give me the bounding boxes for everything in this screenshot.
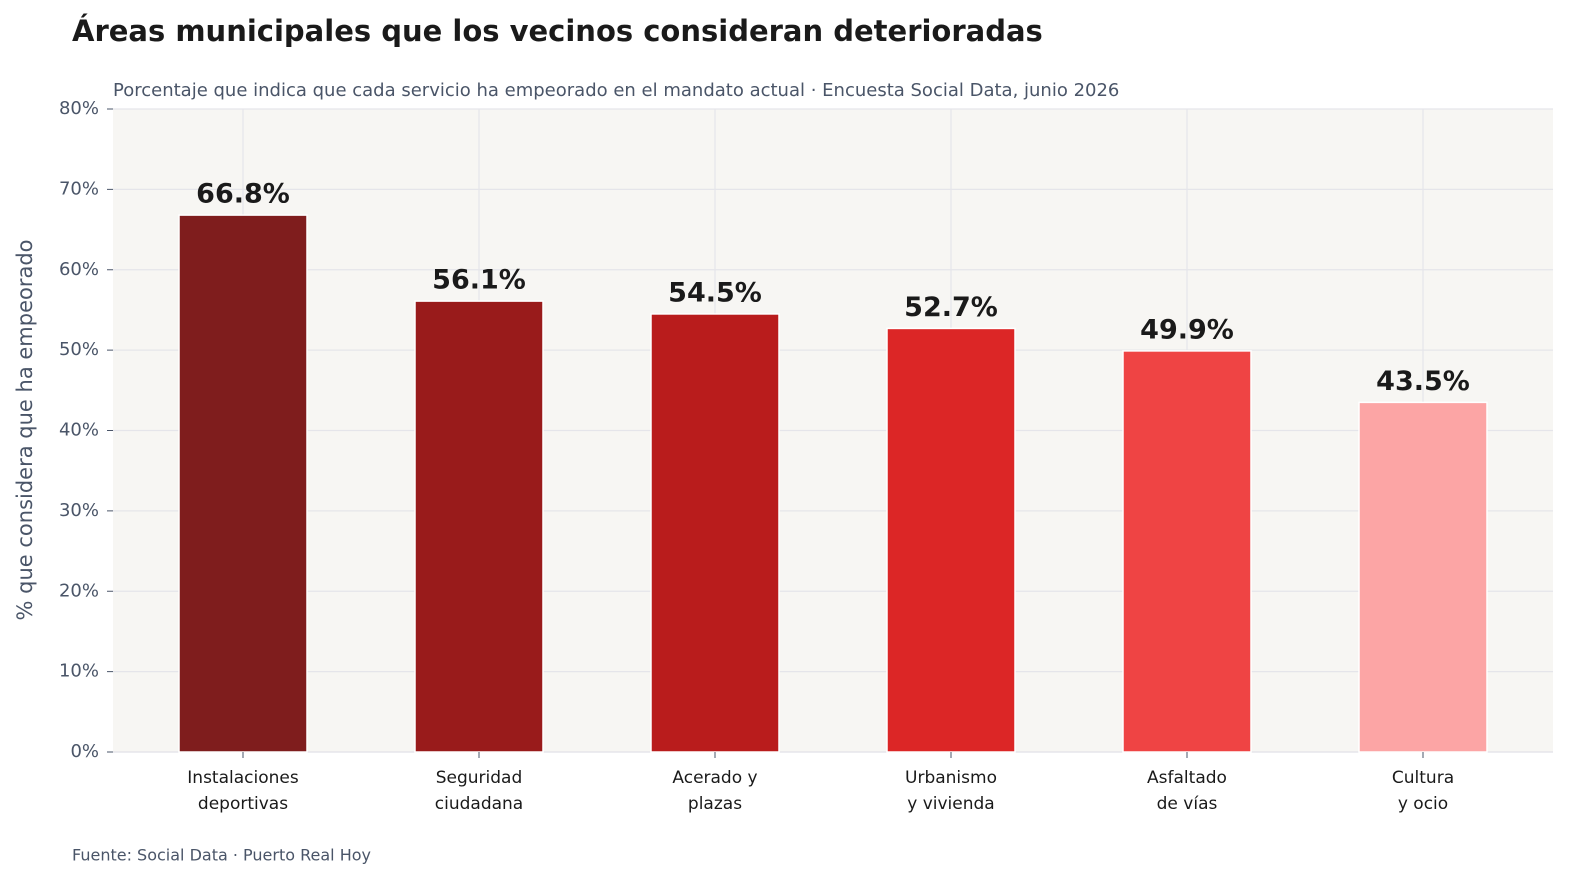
bar bbox=[650, 313, 780, 753]
value-label: 49.9% bbox=[1140, 314, 1234, 345]
x-tick-label: Seguridad ciudadana bbox=[434, 768, 524, 814]
x-tick-label: Asfaltado de vías bbox=[1147, 768, 1227, 814]
chart-subtitle: Porcentaje que indica que cada servicio … bbox=[113, 80, 1119, 101]
value-label: 54.5% bbox=[668, 277, 762, 308]
bar bbox=[1122, 350, 1252, 753]
y-tick-label: 20% bbox=[59, 580, 99, 601]
bar bbox=[414, 300, 544, 753]
bar bbox=[886, 327, 1016, 753]
y-tick-label: 60% bbox=[59, 259, 99, 280]
source-note: Fuente: Social Data · Puerto Real Hoy bbox=[72, 846, 371, 865]
value-label: 66.8% bbox=[196, 179, 290, 210]
y-tick-label: 30% bbox=[59, 500, 99, 521]
value-label: 52.7% bbox=[904, 292, 998, 323]
x-tick-label: Cultura y ocio bbox=[1391, 768, 1455, 814]
bar bbox=[178, 214, 308, 753]
y-tick-label: 40% bbox=[59, 420, 99, 441]
x-tick-label: Acerado y plazas bbox=[672, 768, 758, 814]
value-label: 43.5% bbox=[1376, 366, 1470, 397]
bar bbox=[1358, 401, 1488, 753]
y-tick-label: 50% bbox=[59, 339, 99, 360]
y-tick-label: 0% bbox=[70, 741, 99, 762]
y-tick-label: 70% bbox=[59, 178, 99, 199]
value-label: 56.1% bbox=[432, 265, 526, 296]
x-tick-label: Instalaciones deportivas bbox=[187, 768, 299, 814]
x-tick-label: Urbanismo y vivienda bbox=[905, 768, 997, 814]
chart-title: Áreas municipales que los vecinos consid… bbox=[72, 14, 1043, 48]
y-axis-label: % que considera que ha empeorado bbox=[13, 239, 37, 620]
y-tick-label: 10% bbox=[59, 661, 99, 682]
y-tick-label: 80% bbox=[59, 98, 99, 119]
